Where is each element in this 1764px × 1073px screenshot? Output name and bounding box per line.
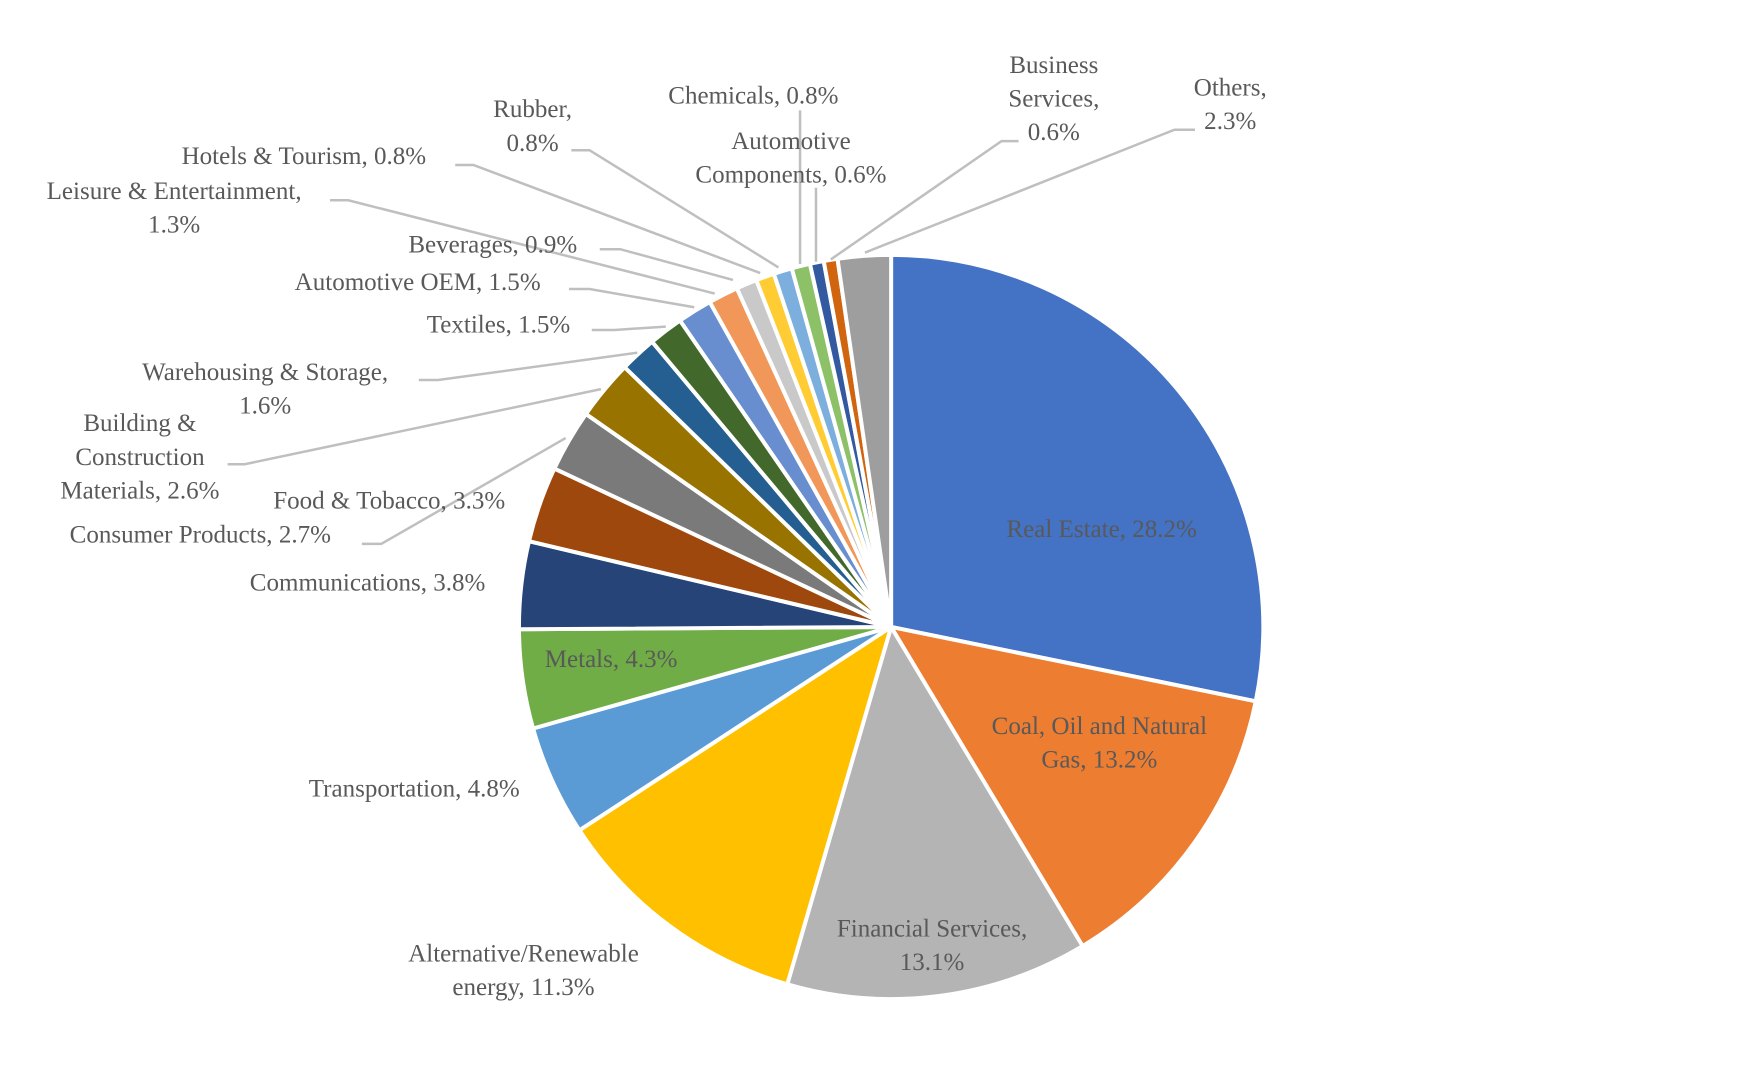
data-label-line: Gas, 13.2% — [1041, 746, 1157, 773]
data-label-line: Consumer Products, 2.7% — [70, 522, 331, 549]
data-label: Consumer Products, 2.7% — [70, 522, 331, 549]
data-label-line: 0.8% — [507, 130, 559, 157]
data-label: Building & Construction Materials, 2.6% — [60, 410, 219, 504]
pie-slice-alternative-renewable-energy — [577, 624, 894, 987]
data-label-line: 0.6% — [1028, 119, 1080, 146]
leader-line — [864, 128, 1195, 254]
data-label-line: Financial Services, — [837, 915, 1027, 942]
leader-line — [591, 325, 666, 332]
data-label: Business Services, 0.6% — [1008, 52, 1099, 146]
data-label-line: Metals, 4.3% — [545, 646, 678, 673]
data-label-line: Alternative/Renewable — [408, 940, 639, 967]
leader-line — [330, 199, 716, 295]
data-label: Hotels & Tourism, 0.8% — [182, 143, 426, 170]
data-label: Financial Services, 13.1% — [837, 915, 1027, 976]
data-label-line: Components, 0.6% — [695, 162, 886, 189]
data-label: Alternative/Renewable energy, 11.3% — [408, 940, 639, 1001]
pie-slice-others — [835, 252, 894, 629]
data-label-line: 2.3% — [1204, 108, 1256, 135]
data-label-line: Chemicals, 0.8% — [668, 83, 838, 110]
leader-lines — [227, 110, 1195, 546]
data-label: Beverages, 0.9% — [408, 232, 577, 259]
leader-line — [599, 247, 734, 282]
data-label: Communications, 3.8% — [250, 570, 486, 597]
data-label-line: Business — [1009, 52, 1098, 79]
leader-line — [830, 139, 1019, 261]
leader-line — [361, 436, 567, 546]
data-label-line: 1.6% — [239, 393, 291, 420]
data-label-line: Construction — [75, 444, 205, 471]
data-label-line: Services, — [1008, 85, 1099, 112]
leader-line — [418, 351, 638, 382]
data-label: Food & Tobacco, 3.3% — [273, 488, 505, 515]
data-label-line: Textiles, 1.5% — [427, 311, 570, 338]
data-label-line: 1.3% — [148, 212, 200, 239]
pie-slice-financial-services — [785, 624, 1085, 1002]
data-label-line: Warehousing & Storage, — [142, 359, 388, 386]
data-label: Automotive Components, 0.6% — [695, 128, 886, 189]
data-label-line: Food & Tobacco, 3.3% — [273, 488, 505, 515]
data-label-line: Rubber, — [493, 96, 572, 123]
data-label-line: Transportation, 4.8% — [309, 776, 520, 803]
pie-slice-coal-oil-and-natural-gas — [889, 624, 1258, 949]
leader-line — [569, 287, 695, 309]
data-label: Automotive OEM, 1.5% — [295, 269, 541, 296]
data-label-line: Hotels & Tourism, 0.8% — [182, 143, 426, 170]
data-label: Metals, 4.3% — [545, 646, 678, 673]
data-label-line: Building & — [83, 410, 196, 437]
data-label-line: Beverages, 0.9% — [408, 232, 577, 259]
data-label: Coal, Oil and Natural Gas, 13.2% — [992, 713, 1207, 774]
leader-line — [455, 163, 761, 275]
data-label: Chemicals, 0.8% — [668, 83, 838, 110]
data-labels: Real Estate, 28.2% Coal, Oil and Natural G… — [47, 52, 1267, 1001]
data-label: Rubber, 0.8% — [493, 96, 572, 157]
pie-slices — [516, 252, 1266, 1002]
data-label: Others, 2.3% — [1194, 75, 1267, 136]
data-label-line: Real Estate, 28.2% — [1006, 516, 1196, 543]
data-label: Transportation, 4.8% — [309, 776, 520, 803]
data-label-line: Materials, 2.6% — [60, 477, 219, 504]
data-label: Real Estate, 28.2% — [1006, 516, 1196, 543]
data-label: Leisure & Entertainment, 1.3% — [47, 178, 302, 239]
data-label-line: Others, — [1194, 75, 1267, 102]
leader-line — [227, 387, 602, 466]
data-label-line: Communications, 3.8% — [250, 570, 486, 597]
data-label: Warehousing & Storage, 1.6% — [142, 359, 388, 420]
data-label-line: 13.1% — [900, 949, 965, 976]
leader-line — [571, 148, 780, 269]
data-label-line: Automotive — [731, 128, 851, 155]
pie-slice-real-estate — [889, 252, 1266, 704]
data-label-line: Coal, Oil and Natural — [992, 713, 1207, 740]
data-label-line: Leisure & Entertainment, — [47, 178, 302, 205]
data-label-line: Automotive OEM, 1.5% — [295, 269, 541, 296]
data-label-line: energy, 11.3% — [452, 974, 594, 1001]
data-label: Textiles, 1.5% — [427, 311, 570, 338]
